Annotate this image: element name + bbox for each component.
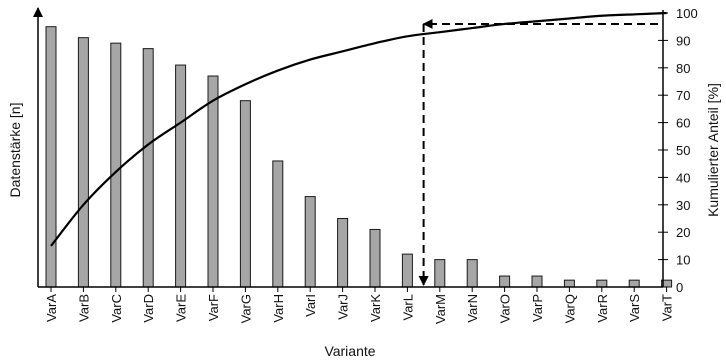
bar-VarG	[239, 100, 251, 288]
y2-tick-label-70: 70	[676, 88, 690, 103]
x-tick-label-VarB: VarB	[76, 294, 91, 322]
x-tick-label-VarQ: VarQ	[562, 294, 577, 323]
x-tick-label-VarI: VarI	[303, 294, 318, 317]
bar-VarN	[466, 259, 478, 288]
x-tick-labels: VarA VarB VarC VarD VarE VarF VarG VarH VarI VarJ…	[44, 287, 675, 324]
bar-VarQ	[563, 279, 575, 288]
x-tick-label-VarL: VarL	[400, 294, 415, 321]
y2-tick-label-10: 10	[676, 253, 690, 268]
x-tick-label-VarR: VarR	[595, 294, 610, 323]
x-tick-label-VarN: VarN	[465, 294, 480, 323]
y2-tick-label-100: 100	[676, 6, 698, 21]
bar-VarR	[596, 279, 608, 288]
x-tick-label-VarJ: VarJ	[336, 294, 351, 320]
bar-VarC	[110, 42, 122, 288]
y2-tick-label-30: 30	[676, 198, 690, 213]
bar-VarP	[531, 275, 543, 288]
y2-tick-label-90: 90	[676, 33, 690, 48]
x-tick-label-VarP: VarP	[530, 294, 545, 322]
bar-VarJ	[337, 218, 349, 288]
bar-VarS	[628, 279, 640, 288]
y2-tick-label-20: 20	[676, 225, 690, 240]
bar-VarK	[369, 228, 381, 288]
bar-VarE	[175, 64, 187, 288]
x-tick-label-VarM: VarM	[433, 294, 448, 324]
x-tick-label-VarK: VarK	[368, 294, 383, 322]
x-axis-title: Variante	[324, 343, 375, 359]
cumulative-share-line	[50, 11, 667, 247]
y2-tick-label-80: 80	[676, 61, 690, 76]
bar-VarB	[77, 37, 89, 288]
x-tick-label-VarH: VarH	[271, 294, 286, 323]
x-tick-label-VarC: VarC	[109, 294, 124, 323]
x-tick-label-VarO: VarO	[498, 294, 513, 323]
x-tick-label-VarE: VarE	[174, 294, 189, 322]
x-tick-label-VarG: VarG	[238, 294, 253, 323]
bar-VarO	[499, 275, 511, 288]
y2-tick-label-0: 0	[676, 280, 683, 295]
y2-tick-label-40: 40	[676, 170, 690, 185]
right-axis-ticks: 0 10 20 30 40 50 60 70 80 90 100	[658, 6, 698, 295]
bar-VarI	[304, 196, 316, 288]
x-tick-label-VarD: VarD	[141, 294, 156, 323]
right-axis-title: Kumulierter Anteil [%]	[705, 83, 721, 217]
left-axis-title: Datenstärke [n]	[7, 103, 23, 198]
bar-VarL	[401, 253, 413, 288]
bar-VarD	[142, 48, 154, 288]
x-tick-label-VarA: VarA	[44, 294, 59, 322]
y2-tick-label-50: 50	[676, 143, 690, 158]
bar-VarA	[45, 26, 57, 288]
y2-tick-label-60: 60	[676, 116, 690, 131]
x-tick-label-VarT: VarT	[660, 294, 675, 321]
bar-VarF	[207, 75, 219, 288]
x-tick-label-VarF: VarF	[206, 294, 221, 321]
bar-VarM	[434, 259, 446, 288]
bar-VarH	[272, 160, 284, 288]
bar-series	[45, 26, 673, 288]
x-tick-label-VarS: VarS	[627, 294, 642, 322]
